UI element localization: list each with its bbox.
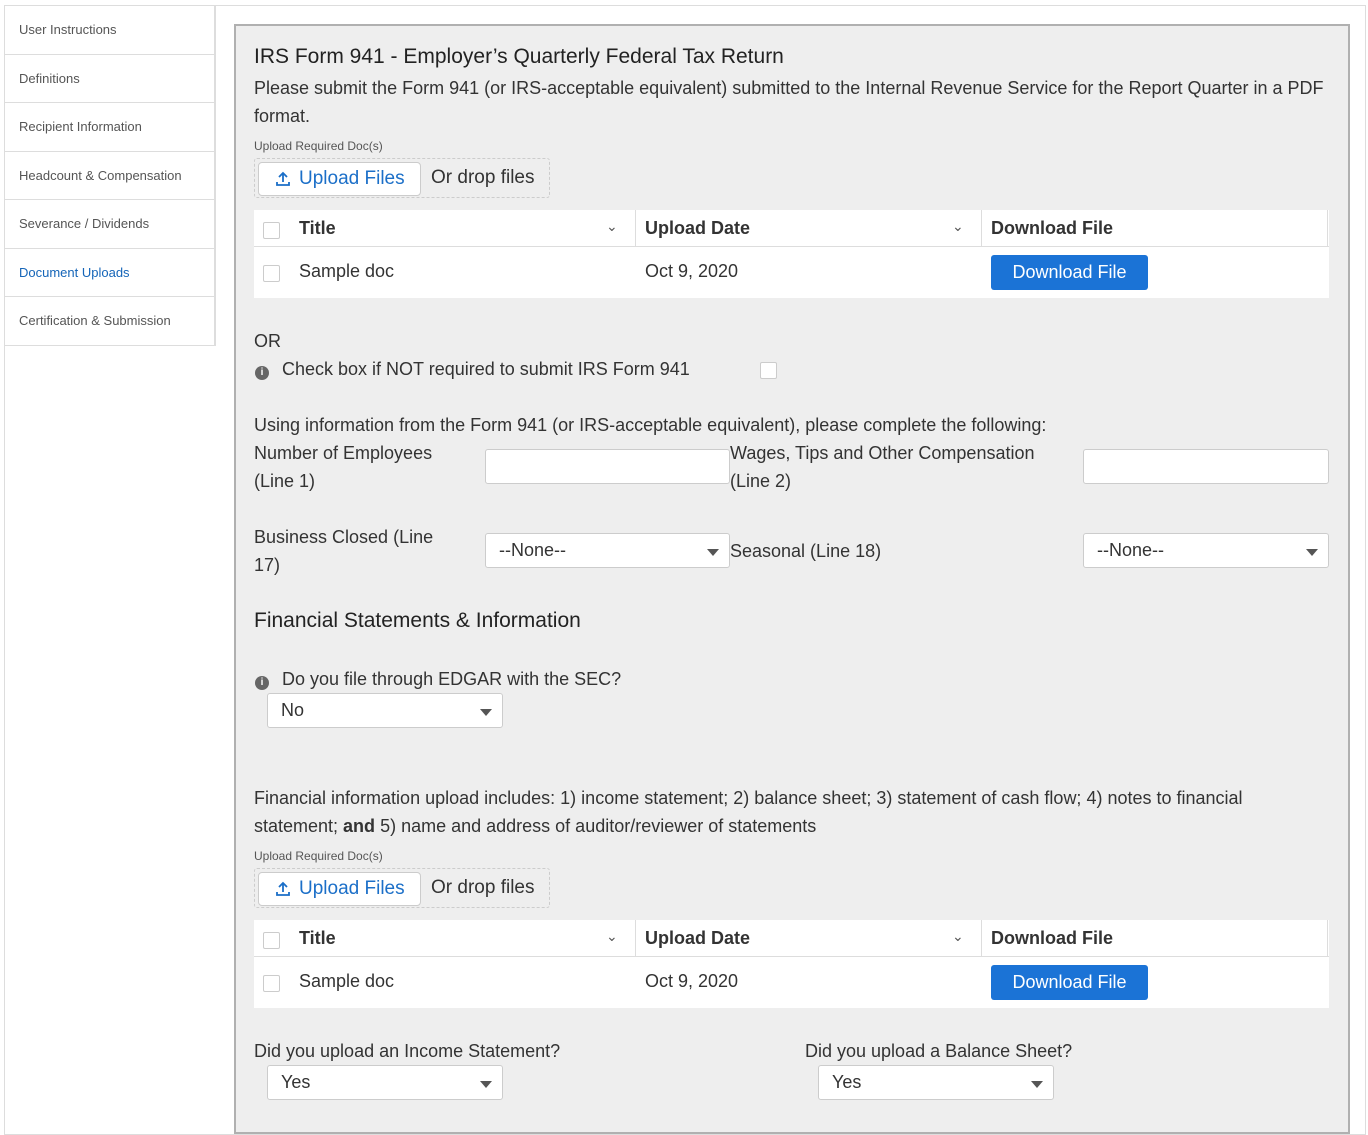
seasonal-value: --None--: [1097, 540, 1165, 560]
employees-input[interactable]: [485, 449, 730, 484]
employees-label: Number of Employees (Line 1): [254, 443, 433, 491]
sidebar-item-definitions[interactable]: Definitions: [5, 54, 215, 103]
table-header: Title ⌄ Upload Date ⌄ Download File: [254, 210, 1329, 247]
dropdown-arrow-icon: [480, 709, 492, 716]
business-closed-select[interactable]: --None--: [485, 533, 730, 568]
form941-title: IRS Form 941 - Employer’s Quarterly Fede…: [254, 45, 784, 68]
edgar-label: Do you file through EDGAR with the SEC?: [282, 669, 622, 689]
dropdown-arrow-icon: [1306, 549, 1318, 556]
drop-files-text: Or drop files: [431, 877, 535, 898]
chevron-down-icon[interactable]: ⌄: [606, 928, 618, 944]
edgar-value: No: [281, 700, 305, 720]
column-upload-date[interactable]: Upload Date: [645, 218, 751, 238]
balance-sheet-value: Yes: [832, 1072, 862, 1092]
balance-sheet-select[interactable]: Yes: [818, 1065, 1054, 1100]
upload-dropzone[interactable]: Upload Files Or drop files: [254, 868, 550, 908]
row-upload-date: Oct 9, 2020: [645, 261, 739, 281]
sidebar-item-certification-submission[interactable]: Certification & Submission: [5, 297, 215, 346]
dropdown-arrow-icon: [1031, 1081, 1043, 1088]
not-required-checkbox[interactable]: [760, 362, 777, 379]
upload-files-label: Upload Files: [299, 878, 405, 899]
column-download-file: Download File: [991, 218, 1114, 238]
upload-files-button[interactable]: Upload Files: [258, 872, 421, 906]
business-closed-value: --None--: [499, 540, 567, 560]
chevron-down-icon[interactable]: ⌄: [606, 218, 618, 234]
select-all-checkbox[interactable]: [263, 932, 280, 949]
sidebar-item-user-instructions[interactable]: User Instructions: [5, 6, 215, 55]
balance-sheet-label: Did you upload a Balance Sheet?: [805, 1041, 1073, 1061]
income-statement-value: Yes: [281, 1072, 311, 1092]
sidebar-item-severance-dividends[interactable]: Severance / Dividends: [5, 200, 215, 249]
form941-description: Please submit the Form 941 (or IRS-accep…: [254, 78, 1324, 126]
table-header: Title ⌄ Upload Date ⌄ Download File: [254, 920, 1329, 957]
upload-label: Upload Required Doc(s): [254, 139, 383, 153]
row-checkbox[interactable]: [263, 265, 280, 282]
row-title: Sample doc: [299, 261, 395, 281]
income-statement-select[interactable]: Yes: [267, 1065, 503, 1100]
column-title[interactable]: Title: [299, 928, 336, 948]
wages-label: Wages, Tips and Other Compensation (Line…: [730, 443, 1035, 491]
row-upload-date: Oct 9, 2020: [645, 971, 739, 991]
select-all-checkbox[interactable]: [263, 222, 280, 239]
edgar-select[interactable]: No: [267, 693, 503, 728]
sidebar-item-document-uploads[interactable]: Document Uploads: [5, 248, 215, 297]
upload-label: Upload Required Doc(s): [254, 849, 383, 863]
info-icon[interactable]: i: [255, 676, 269, 690]
income-statement-label: Did you upload an Income Statement?: [254, 1041, 561, 1061]
sidebar: User Instructions Definitions Recipient …: [5, 6, 216, 346]
row-checkbox[interactable]: [263, 975, 280, 992]
download-file-button[interactable]: Download File: [991, 965, 1148, 1000]
upload-dropzone[interactable]: Upload Files Or drop files: [254, 158, 550, 198]
financial-title: Financial Statements & Information: [254, 609, 581, 632]
column-title[interactable]: Title: [299, 218, 336, 238]
download-file-button[interactable]: Download File: [991, 255, 1148, 290]
chevron-down-icon[interactable]: ⌄: [952, 218, 964, 234]
financial-files-table: Title ⌄ Upload Date ⌄ Download File Samp…: [254, 920, 1329, 1008]
sidebar-item-recipient-information[interactable]: Recipient Information: [5, 103, 215, 152]
form941-files-table: Title ⌄ Upload Date ⌄ Download File Samp…: [254, 210, 1329, 298]
financial-description: Financial information upload includes: 1…: [254, 788, 1243, 836]
or-text: OR: [254, 331, 281, 351]
upload-icon: [276, 881, 290, 896]
chevron-down-icon[interactable]: ⌄: [952, 928, 964, 944]
not-required-label: Check box if NOT required to submit IRS …: [282, 359, 690, 379]
dropdown-arrow-icon: [707, 549, 719, 556]
upload-icon: [276, 171, 290, 186]
instructions-text: Using information from the Form 941 (or …: [254, 415, 1047, 435]
upload-files-label: Upload Files: [299, 168, 405, 189]
row-title: Sample doc: [299, 971, 395, 991]
dropdown-arrow-icon: [480, 1081, 492, 1088]
wages-input[interactable]: [1083, 449, 1329, 484]
column-download-file: Download File: [991, 928, 1114, 948]
business-closed-label: Business Closed (Line 17): [254, 527, 434, 575]
seasonal-label: Seasonal (Line 18): [730, 541, 882, 561]
column-upload-date[interactable]: Upload Date: [645, 928, 751, 948]
drop-files-text: Or drop files: [431, 167, 535, 188]
sidebar-item-headcount-compensation[interactable]: Headcount & Compensation: [5, 151, 215, 200]
seasonal-select[interactable]: --None--: [1083, 533, 1329, 568]
info-icon[interactable]: i: [255, 366, 269, 380]
upload-files-button[interactable]: Upload Files: [258, 162, 421, 196]
